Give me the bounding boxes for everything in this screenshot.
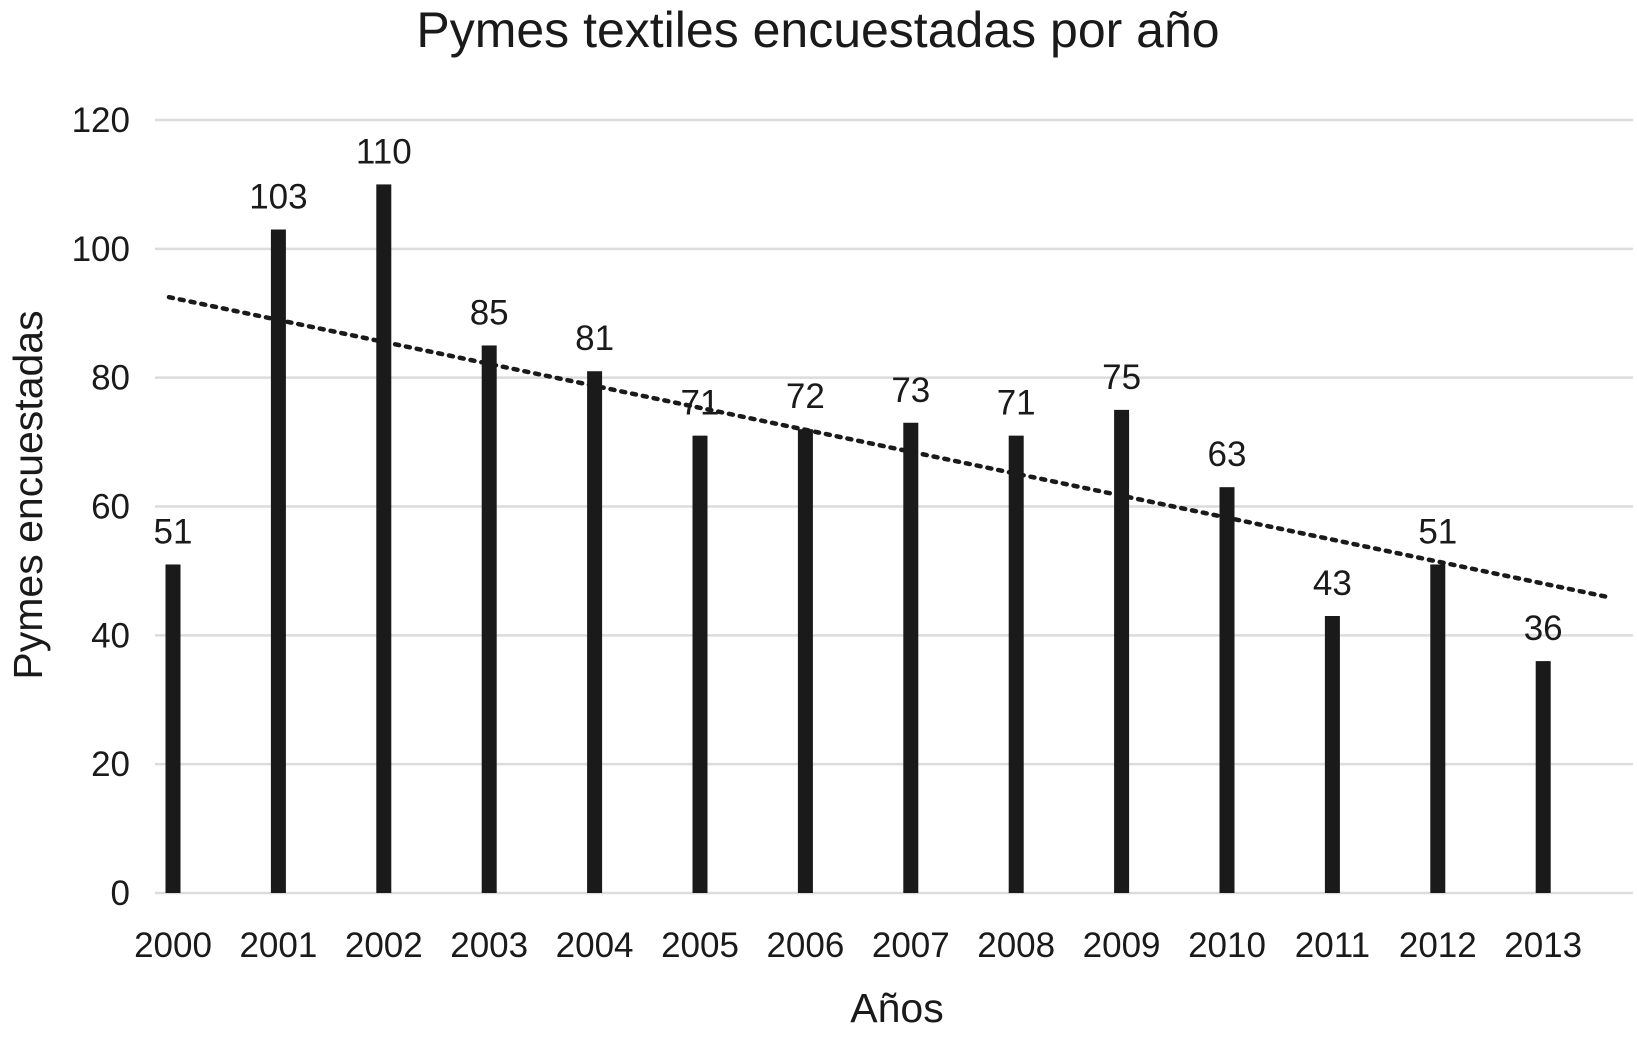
bars [165, 184, 1551, 894]
x-tick-label: 2000 [134, 926, 212, 965]
chart-title: Pymes textiles encuestadas por año [416, 2, 1219, 58]
data-label: 72 [786, 377, 825, 416]
data-label: 85 [470, 293, 509, 332]
bar [1114, 409, 1130, 893]
y-tick-label: 100 [72, 230, 130, 269]
y-tick-label: 120 [72, 101, 130, 140]
data-labels: 51 103 110 85 81 71 72 73 71 75 63 43 51 36 [154, 132, 1563, 648]
trendline-group [166, 294, 1609, 599]
bar [1535, 661, 1551, 893]
x-tick-label: 2005 [661, 926, 739, 965]
x-tick-label: 2011 [1295, 926, 1370, 965]
x-tick-label: 2001 [239, 926, 317, 965]
bar [1430, 564, 1446, 893]
data-label: 103 [249, 178, 307, 217]
x-tick-label: 2013 [1504, 926, 1582, 965]
bar [481, 345, 497, 893]
bar [797, 429, 813, 893]
y-tick-label: 0 [111, 874, 130, 913]
data-label: 110 [356, 132, 412, 171]
bar [1324, 616, 1340, 893]
bar [692, 435, 708, 893]
x-tick-label: 2006 [766, 926, 844, 965]
bar [587, 371, 603, 894]
x-tick-label: 2008 [977, 926, 1055, 965]
data-label: 75 [1102, 358, 1141, 397]
data-label: 63 [1208, 435, 1247, 474]
bar [165, 564, 181, 893]
x-axis-label: Años [850, 985, 943, 1031]
y-tick-label: 40 [91, 616, 130, 655]
bar [903, 422, 919, 893]
trendline [166, 294, 1609, 599]
x-tick-label: 2012 [1399, 926, 1477, 965]
data-label: 73 [891, 371, 930, 410]
y-axis-ticks: 0 20 40 60 80 100 120 [72, 101, 130, 913]
x-tick-label: 2002 [345, 926, 423, 965]
data-label: 81 [575, 319, 614, 358]
y-axis-label: Pymes encuestadas [5, 310, 51, 679]
x-tick-label: 2003 [450, 926, 528, 965]
y-tick-label: 60 [91, 488, 130, 527]
y-tick-label: 80 [91, 359, 130, 398]
x-tick-label: 2009 [1083, 926, 1161, 965]
y-tick-label: 20 [91, 745, 130, 784]
bar [376, 184, 392, 893]
x-tick-label: 2010 [1188, 926, 1266, 965]
data-label: 51 [154, 512, 193, 551]
data-label: 51 [1418, 512, 1457, 551]
data-label: 36 [1524, 609, 1563, 648]
gridlines [155, 118, 1633, 895]
data-label: 71 [681, 384, 720, 423]
data-label: 43 [1313, 564, 1352, 603]
bar [1008, 435, 1024, 893]
x-tick-label: 2007 [872, 926, 950, 965]
x-tick-label: 2004 [556, 926, 634, 965]
x-axis-ticks: 2000 2001 2002 2003 2004 2005 2006 2007 2008 2009… [134, 926, 1582, 965]
bar [1219, 487, 1235, 893]
data-label: 71 [997, 384, 1036, 423]
bar [270, 229, 286, 894]
